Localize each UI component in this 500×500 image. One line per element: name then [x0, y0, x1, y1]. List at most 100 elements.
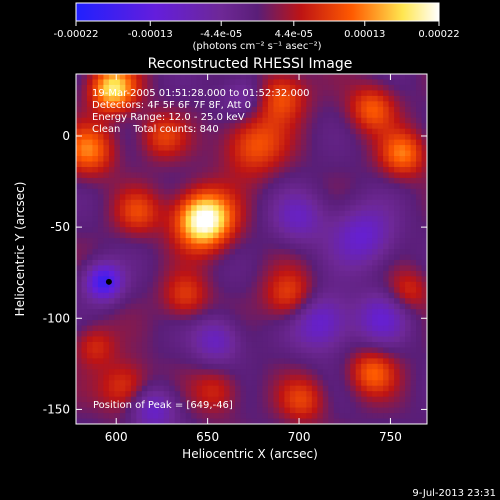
- heatmap-cell: [158, 172, 165, 179]
- heatmap-cell: [76, 303, 83, 310]
- heatmap-cell: [180, 221, 187, 228]
- heatmap-cell: [185, 402, 192, 409]
- heatmap-cell: [372, 238, 379, 245]
- heatmap-cell: [322, 128, 329, 135]
- heatmap-cell: [273, 413, 280, 420]
- heatmap-cell: [372, 128, 379, 135]
- heatmap-cell: [86, 281, 94, 288]
- heatmap-cell: [355, 298, 362, 305]
- heatmap-cell: [163, 90, 170, 97]
- heatmap-cell: [246, 188, 253, 195]
- heatmap-cell: [322, 259, 329, 267]
- heatmap-cell: [229, 276, 236, 283]
- heatmap-cell: [306, 123, 313, 130]
- heatmap-cell: [108, 79, 115, 86]
- heatmap-cell: [119, 391, 126, 398]
- heatmap-cell: [163, 265, 170, 272]
- heatmap-cell: [399, 79, 406, 86]
- heatmap-cell: [147, 265, 154, 272]
- heatmap-cell: [267, 210, 275, 217]
- heatmap-cell: [136, 84, 143, 92]
- heatmap-cell: [229, 402, 236, 409]
- heatmap-cell: [97, 358, 105, 365]
- heatmap-cell: [141, 363, 148, 370]
- heatmap-cell: [322, 363, 329, 370]
- heatmap-cell: [76, 123, 83, 130]
- heatmap-cell: [377, 407, 384, 414]
- heatmap-cell: [114, 309, 121, 316]
- heatmap-cell: [328, 259, 335, 267]
- heatmap-cell: [388, 238, 395, 245]
- heatmap-cell: [405, 314, 412, 321]
- heatmap-cell: [262, 216, 269, 223]
- heatmap-cell: [163, 199, 170, 206]
- heatmap-cell: [76, 210, 83, 217]
- heatmap-cell: [344, 194, 351, 201]
- heatmap-cell: [405, 320, 412, 327]
- heatmap-cell: [399, 287, 406, 294]
- heatmap-cell: [317, 216, 324, 223]
- heatmap-cell: [97, 177, 105, 184]
- heatmap-cell: [180, 363, 187, 370]
- heatmap-cell: [235, 336, 242, 343]
- heatmap-cell: [372, 292, 379, 299]
- heatmap-cell: [196, 84, 203, 92]
- heatmap-cell: [185, 287, 192, 294]
- heatmap-cell: [350, 177, 357, 184]
- heatmap-cell: [416, 358, 423, 365]
- heatmap-cell: [86, 270, 94, 277]
- heatmap-cell: [377, 325, 384, 332]
- heatmap-cell: [207, 145, 214, 152]
- heatmap-cell: [300, 238, 307, 245]
- heatmap-cell: [278, 363, 285, 370]
- heatmap-cell: [108, 402, 115, 409]
- heatmap-cell: [394, 265, 401, 272]
- heatmap-cell: [114, 276, 121, 283]
- heatmap-cell: [114, 216, 121, 223]
- heatmap-cell: [103, 150, 110, 157]
- heatmap-cell: [355, 112, 362, 119]
- heatmap-cell: [246, 374, 253, 381]
- heatmap-cell: [377, 210, 384, 217]
- heatmap-cell: [333, 106, 340, 113]
- heatmap-cell: [388, 172, 395, 179]
- heatmap-cell: [92, 238, 99, 245]
- heatmap-cell: [174, 391, 181, 398]
- heatmap-cell: [328, 336, 335, 343]
- heatmap-cell: [141, 303, 148, 310]
- heatmap-cell: [125, 391, 132, 398]
- heatmap-cell: [103, 139, 110, 146]
- heatmap-cell: [76, 95, 83, 102]
- heatmap-cell: [196, 249, 203, 256]
- heatmap-cell: [174, 199, 181, 206]
- heatmap-cell: [207, 139, 214, 146]
- heatmap-cell: [81, 134, 88, 141]
- heatmap-cell: [256, 156, 264, 163]
- heatmap-cell: [267, 79, 275, 86]
- heatmap-cell: [240, 210, 247, 217]
- heatmap-cell: [344, 205, 351, 212]
- heatmap-cell: [103, 145, 110, 152]
- heatmap-cell: [333, 281, 340, 288]
- heatmap-cell: [114, 90, 121, 97]
- heatmap-cell: [125, 90, 132, 97]
- heatmap-cell: [119, 363, 126, 370]
- heatmap-cell: [81, 385, 88, 392]
- heatmap-cell: [158, 134, 165, 141]
- heatmap-cell: [158, 183, 165, 190]
- heatmap-cell: [377, 199, 384, 206]
- heatmap-cell: [158, 221, 165, 228]
- heatmap-cell: [284, 380, 291, 387]
- heatmap-cell: [76, 106, 83, 113]
- heatmap-cell: [410, 352, 417, 359]
- heatmap-cell: [174, 194, 181, 201]
- heatmap-cell: [322, 150, 329, 157]
- heatmap-cell: [202, 325, 209, 332]
- heatmap-cell: [86, 341, 94, 349]
- heatmap-cell: [218, 276, 225, 283]
- heatmap-cell: [383, 232, 390, 239]
- heatmap-cell: [218, 347, 225, 354]
- heatmap-cell: [284, 320, 291, 327]
- heatmap-cell: [339, 298, 346, 305]
- heatmap-cell: [344, 363, 351, 370]
